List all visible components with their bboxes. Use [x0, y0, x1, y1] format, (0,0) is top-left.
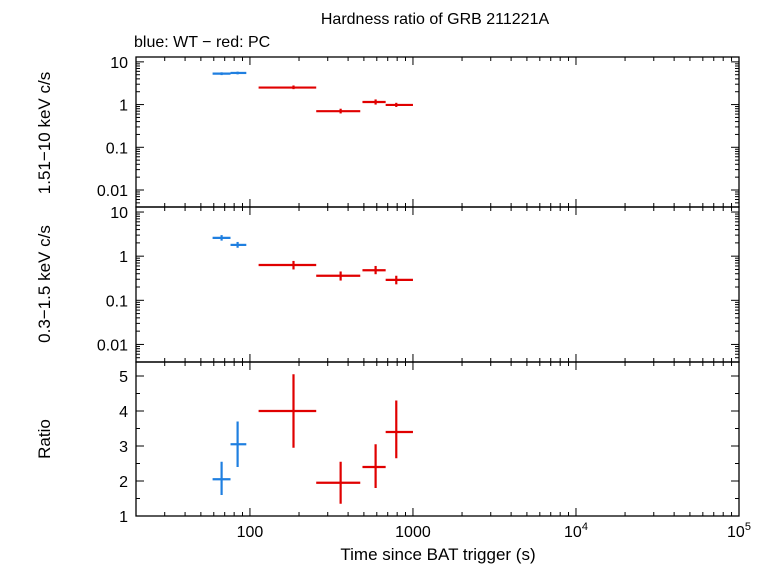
y-tick-label: 0.01 — [97, 183, 128, 200]
pc-data-point — [385, 275, 413, 285]
y-axis-label-ratio: Ratio — [35, 419, 54, 459]
x-tick-exponent: 4 — [582, 521, 588, 533]
pc-data-point — [316, 271, 361, 281]
x-tick-label: 104 — [564, 521, 588, 541]
x-tick-label: 100 — [237, 524, 264, 541]
pc-data-point — [316, 461, 361, 504]
y-tick-label: 4 — [119, 404, 128, 421]
wt-data-point — [212, 461, 231, 495]
plot-frame — [135, 206, 740, 363]
pc-data-point — [258, 85, 317, 90]
chart-title: Hardness ratio of GRB 211221A — [321, 11, 550, 28]
x-tick-label: 1000 — [395, 524, 431, 541]
y-tick-label: 10 — [110, 55, 128, 72]
y-tick-label: 0.1 — [106, 140, 128, 157]
pc-data-point — [316, 108, 361, 114]
x-tick-exponent: 5 — [745, 521, 751, 533]
y-tick-label: 1 — [119, 98, 128, 115]
hard-band-panel: 10 1 0.1 0.01 — [97, 55, 740, 208]
soft-band-panel: 10 1 0.1 0.01 — [97, 205, 740, 363]
chart-subtitle: blue: WT − red: PC — [134, 34, 270, 51]
pc-data-point — [258, 260, 317, 270]
y-tick-label: 5 — [119, 369, 128, 386]
pc-data-point — [362, 265, 386, 275]
y-axis-label-soft: 0.3−1.5 keV c/s — [35, 225, 54, 343]
y-tick-label: 0.1 — [106, 293, 128, 310]
pc-data-point — [385, 400, 413, 459]
y-tick-label: 10 — [110, 205, 128, 222]
ratio-panel: 1 2 3 4 5 100 1000 104 105 — [119, 361, 751, 541]
pc-data-point — [362, 444, 386, 488]
pc-data-point — [362, 99, 386, 105]
y-tick-label: 1 — [119, 249, 128, 266]
wt-data-point — [230, 241, 247, 248]
y-tick-label: 1 — [119, 509, 128, 526]
plot-frame — [135, 361, 740, 517]
wt-data-point — [212, 72, 231, 76]
y-tick-label: 3 — [119, 439, 128, 456]
wt-data-point — [212, 235, 231, 241]
wt-data-point — [230, 71, 247, 75]
pc-data-point — [258, 374, 317, 448]
y-tick-label: 2 — [119, 474, 128, 491]
x-axis-label: Time since BAT trigger (s) — [340, 545, 535, 564]
wt-data-point — [230, 421, 247, 467]
y-axis-label-hard: 1.51−10 keV c/s — [35, 72, 54, 194]
pc-data-point — [385, 102, 413, 107]
plot-frame — [135, 56, 740, 208]
x-tick-label: 105 — [727, 521, 751, 541]
y-tick-label: 0.01 — [97, 337, 128, 354]
